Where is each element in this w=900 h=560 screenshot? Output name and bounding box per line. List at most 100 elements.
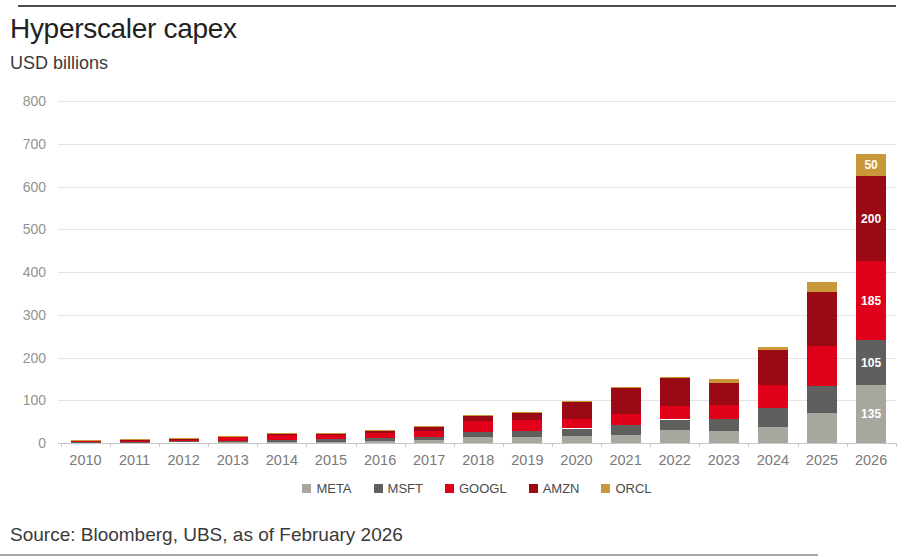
bar-segment-orcl-2020: [562, 401, 592, 402]
bar-segment-amzn-2016: [365, 430, 395, 433]
segment-value-label: 105: [856, 356, 886, 370]
bar-segment-googl-2017: [414, 431, 444, 437]
bar-segment-googl-2020: [562, 419, 592, 428]
bar-segment-orcl-2023: [709, 379, 739, 383]
legend-label: MSFT: [388, 481, 423, 496]
legend-item-meta: META: [302, 481, 351, 496]
bar-segment-orcl-2017: [414, 426, 444, 427]
bar-segment-amzn-2012: [169, 438, 199, 440]
bar-segment-msft-2019: [512, 431, 542, 437]
legend-label: ORCL: [615, 481, 651, 496]
legend-label: META: [316, 481, 351, 496]
bar-segment-amzn-2024: [758, 350, 788, 386]
bar-segment-amzn-2019: [512, 413, 542, 420]
bar-segment-meta-2025: [807, 413, 837, 443]
bar-segment-googl-2013: [218, 437, 248, 440]
source-note: Source: Bloomberg, UBS, as of February 2…: [10, 524, 403, 546]
x-tick-label: 2015: [307, 452, 355, 468]
bar-segment-orcl-2018: [463, 415, 493, 416]
legend-swatch-amzn: [529, 484, 538, 493]
x-tick-label: 2010: [62, 452, 110, 468]
bar-segment-msft-2024: [758, 408, 788, 427]
legend-swatch-orcl: [601, 484, 610, 493]
legend-swatch-msft: [374, 484, 383, 493]
bar-segment-googl-2014: [267, 435, 297, 440]
x-tick-label: 2012: [160, 452, 208, 468]
legend-label: GOOGL: [459, 481, 507, 496]
bar-segment-msft-2018: [463, 432, 493, 437]
segment-value-label: 50: [856, 158, 886, 172]
y-tick-label: 800: [6, 93, 46, 109]
bar-segment-amzn-2013: [218, 436, 248, 438]
bar-segment-msft-2022: [660, 420, 690, 430]
bar-segment-googl-2010: [71, 440, 101, 442]
y-tick-label: 500: [6, 221, 46, 237]
bar-segment-googl-2018: [463, 421, 493, 432]
y-tick-label: 300: [6, 307, 46, 323]
y-tick-label: 400: [6, 264, 46, 280]
capex-stacked-bar-chart: 0100200300400500600700800201020112012201…: [0, 0, 900, 560]
segment-value-label: 200: [856, 212, 886, 226]
x-axis-line: [58, 443, 896, 444]
legend-swatch-googl: [445, 484, 454, 493]
legend-item-amzn: AMZN: [529, 481, 580, 496]
legend-item-googl: GOOGL: [445, 481, 507, 496]
y-gridline: [58, 272, 896, 273]
y-gridline: [58, 315, 896, 316]
bar-segment-orcl-2024: [758, 347, 788, 350]
bar-segment-orcl-2016: [365, 430, 395, 431]
x-tick-label: 2011: [111, 452, 159, 468]
segment-value-label: 185: [856, 294, 886, 308]
bar-segment-googl-2023: [709, 405, 739, 419]
bar-segment-msft-2021: [611, 425, 641, 435]
bar-segment-googl-2022: [660, 406, 690, 420]
bar-segment-orcl-2021: [611, 387, 641, 388]
bar-segment-googl-2016: [365, 433, 395, 437]
y-gridline: [58, 229, 896, 230]
legend: META MSFT GOOGL AMZN ORCL: [58, 481, 896, 496]
x-tick-label: 2025: [798, 452, 846, 468]
legend-label: AMZN: [543, 481, 580, 496]
bottom-rule: [0, 554, 818, 556]
bar-segment-googl-2012: [169, 440, 199, 441]
x-tick-label: 2016: [356, 452, 404, 468]
y-tick-label: 100: [6, 392, 46, 408]
bar-segment-googl-2011: [120, 440, 150, 442]
x-tick-label: 2022: [651, 452, 699, 468]
report-page: Hyperscaler capex USD billions 010020030…: [0, 0, 900, 560]
bar-segment-msft-2023: [709, 419, 739, 431]
x-tick-label: 2024: [749, 452, 797, 468]
bar-segment-msft-2016: [365, 438, 395, 442]
bar-segment-msft-2020: [562, 429, 592, 437]
bar-segment-msft-2017: [414, 437, 444, 441]
y-gridline: [58, 144, 896, 145]
segment-value-label: 135: [856, 407, 886, 421]
bar-segment-googl-2015: [316, 435, 346, 439]
bar-segment-googl-2019: [512, 420, 542, 430]
legend-swatch-meta: [302, 484, 311, 493]
bar-segment-meta-2020: [562, 436, 592, 443]
bar-segment-orcl-2022: [660, 377, 690, 379]
bar-segment-amzn-2022: [660, 378, 690, 405]
y-tick-label: 200: [6, 350, 46, 366]
y-tick-label: 700: [6, 136, 46, 152]
y-tick-label: 600: [6, 179, 46, 195]
bar-segment-msft-2025: [807, 386, 837, 413]
bar-segment-amzn-2014: [267, 433, 297, 435]
bar-segment-amzn-2021: [611, 388, 641, 414]
bar-segment-googl-2024: [758, 385, 788, 408]
bar-segment-orcl-2019: [512, 412, 542, 413]
y-gridline: [58, 187, 896, 188]
x-tick-label: 2014: [258, 452, 306, 468]
bar-segment-msft-2015: [316, 439, 346, 442]
bar-segment-meta-2021: [611, 435, 641, 443]
x-tick-label: 2018: [454, 452, 502, 468]
legend-item-orcl: ORCL: [601, 481, 651, 496]
bar-segment-amzn-2020: [562, 402, 592, 419]
bar-segment-amzn-2018: [463, 416, 493, 422]
x-tick-label: 2019: [503, 452, 551, 468]
x-tick-label: 2021: [602, 452, 650, 468]
x-tick-label: 2023: [700, 452, 748, 468]
bar-segment-googl-2025: [807, 346, 837, 386]
bar-segment-meta-2023: [709, 431, 739, 443]
